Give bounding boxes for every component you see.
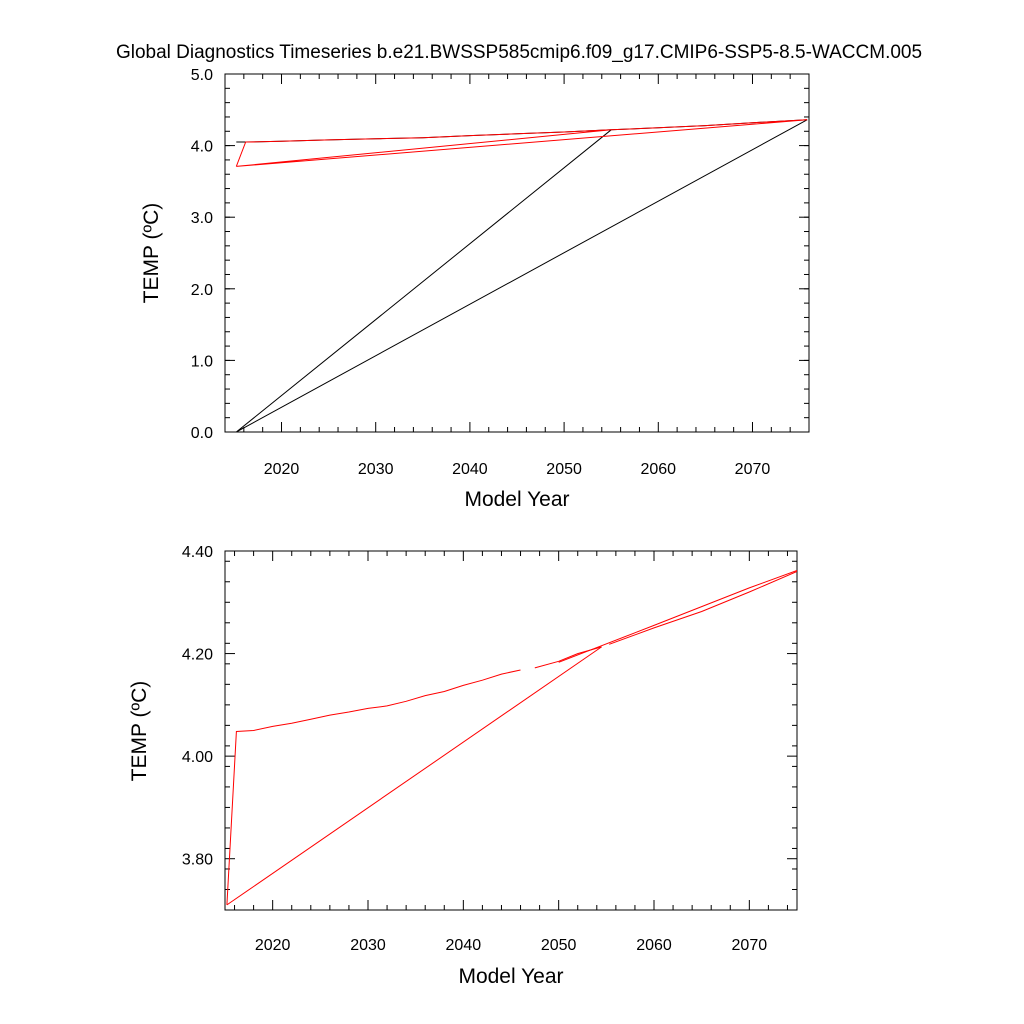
y-tick-label: 1.0 bbox=[191, 353, 213, 370]
x-tick-label: 2030 bbox=[350, 937, 386, 954]
y-tick-label: 3.0 bbox=[191, 210, 213, 227]
series-line bbox=[558, 570, 797, 663]
y-tick-label: 4.00 bbox=[182, 749, 213, 766]
y-tick-label: 4.40 bbox=[182, 544, 213, 561]
x-tick-label: 2040 bbox=[452, 461, 488, 478]
y-tick-label: 0.0 bbox=[191, 425, 213, 442]
x-tick-label: 2070 bbox=[735, 461, 771, 478]
series-group bbox=[235, 119, 808, 432]
series-line bbox=[235, 119, 808, 167]
x-tick-label: 2050 bbox=[541, 937, 577, 954]
x-tick-label: 2060 bbox=[640, 461, 676, 478]
y-axis-title: TEMP (ºC) bbox=[128, 681, 151, 782]
x-tick-label: 2020 bbox=[255, 937, 291, 954]
x-axis-title: Model Year bbox=[464, 488, 569, 511]
series-line bbox=[226, 669, 521, 905]
y-tick-label: 3.80 bbox=[182, 852, 213, 869]
series-line bbox=[609, 571, 797, 645]
series-line bbox=[226, 646, 602, 906]
bottom-panel: 2020 2030 2040 2050 2060 2070 3.80 4.00 4.20 4.40… bbox=[128, 544, 798, 988]
series-group bbox=[226, 570, 797, 906]
plot-frame bbox=[224, 550, 798, 911]
x-tick-label: 2030 bbox=[358, 461, 394, 478]
y-tick-label: 4.0 bbox=[191, 139, 213, 156]
series-line bbox=[235, 119, 808, 432]
x-tick-label: 2040 bbox=[446, 937, 482, 954]
y-axis-title: TEMP (ºC) bbox=[140, 203, 163, 304]
x-tick-label: 2020 bbox=[264, 461, 300, 478]
plot-frame bbox=[224, 73, 810, 433]
y-tick-label: 5.0 bbox=[191, 67, 213, 84]
x-axis-title: Model Year bbox=[458, 965, 563, 988]
figure-title: Global Diagnostics Timeseries b.e21.BWSS… bbox=[116, 42, 922, 63]
x-tick-label: 2060 bbox=[636, 937, 672, 954]
x-tick-label: 2050 bbox=[546, 461, 582, 478]
y-tick-label: 2.0 bbox=[191, 282, 213, 299]
top-panel: 2020 2030 2040 2050 2060 2070 0.0 1.0 2.0 3.0 4.0 5… bbox=[140, 67, 810, 511]
y-tick-label: 4.20 bbox=[182, 647, 213, 664]
x-tick-label: 2070 bbox=[732, 937, 768, 954]
